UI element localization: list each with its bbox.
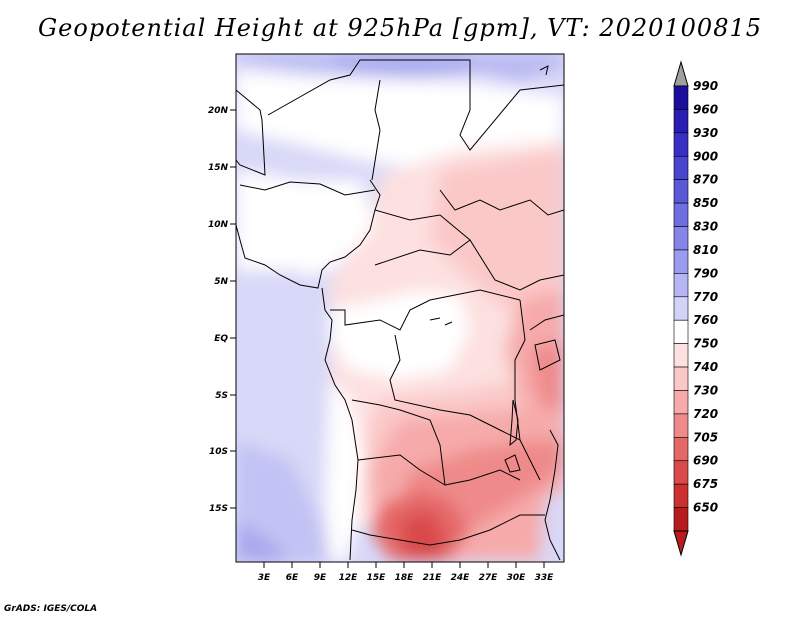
colorbar-swatch-675 — [673, 483, 689, 508]
colorbar-top-arrow — [673, 60, 689, 87]
colorbar-swatch-760 — [673, 319, 689, 344]
colorbar-swatch-650 — [673, 507, 689, 532]
colorbar-label-930: 930 — [693, 126, 718, 140]
colorbar-label-870: 870 — [693, 173, 718, 187]
lon-tick-21e: 21E — [423, 573, 443, 583]
colorbar-swatch-690 — [673, 460, 689, 485]
colorbar-label-720: 720 — [693, 407, 718, 421]
colorbar: 990 960 930 900 870 850 830 810 790 770 760 750 740 7… — [673, 60, 718, 557]
colorbar-label-990: 990 — [693, 79, 718, 93]
geopotential-field — [236, 54, 564, 562]
colorbar-swatch-705 — [673, 437, 689, 462]
lon-tick-6e: 6E — [286, 573, 299, 583]
colorbar-label-730: 730 — [693, 383, 718, 397]
colorbar-swatch-870 — [673, 179, 689, 204]
colorbar-label-690: 690 — [693, 454, 718, 468]
lon-tick-18e: 18E — [395, 573, 415, 583]
map-title: Geopotential Height at 925hPa [gpm], VT:… — [38, 14, 762, 42]
colorbar-label-750: 750 — [693, 337, 718, 351]
lat-tick-10n: 10N — [208, 220, 229, 230]
lon-tick-30e: 30E — [507, 573, 527, 583]
lon-tick-12e: 12E — [339, 573, 359, 583]
colorbar-swatch-770 — [673, 296, 689, 321]
lon-tick-15e: 15E — [367, 573, 387, 583]
grads-credit: GrADS: IGES/COLA — [4, 604, 98, 614]
lat-tick-15s: 15S — [209, 504, 228, 514]
colorbar-swatch-960 — [673, 109, 689, 134]
colorbar-swatch-930 — [673, 132, 689, 157]
colorbar-swatch-830 — [673, 226, 689, 251]
colorbar-label-850: 850 — [693, 196, 718, 210]
colorbar-label-770: 770 — [693, 290, 718, 304]
colorbar-label-960: 960 — [693, 102, 718, 116]
lat-tick-15n: 15N — [208, 163, 229, 173]
colorbar-swatch-900 — [673, 155, 689, 180]
colorbar-swatch-730 — [673, 390, 689, 415]
coastlines-borders — [236, 59, 564, 561]
colorbar-label-650: 650 — [693, 501, 718, 515]
colorbar-label-740: 740 — [693, 360, 718, 374]
colorbar-bottom-arrow — [673, 530, 689, 557]
colorbar-label-760: 760 — [693, 313, 718, 327]
lat-tick-10s: 10S — [209, 447, 228, 457]
colorbar-swatch-740 — [673, 366, 689, 391]
colorbar-swatch-790 — [673, 273, 689, 298]
colorbar-swatch-850 — [673, 202, 689, 227]
lon-tick-27e: 27E — [479, 573, 499, 583]
map-frame — [235, 53, 565, 563]
lon-tick-33e: 33E — [535, 573, 555, 583]
lon-tick-9e: 9E — [314, 573, 327, 583]
colorbar-swatch-990 — [673, 85, 689, 110]
colorbar-label-830: 830 — [693, 220, 718, 234]
colorbar-swatch-810 — [673, 249, 689, 274]
colorbar-label-790: 790 — [693, 266, 718, 280]
colorbar-label-900: 900 — [693, 149, 718, 163]
colorbar-label-810: 810 — [693, 243, 718, 257]
lat-tick-eq: EQ — [214, 334, 228, 344]
lon-tick-3e: 3E — [258, 573, 271, 583]
lat-tick-5s: 5S — [215, 391, 228, 401]
colorbar-swatch-750 — [673, 343, 689, 368]
lat-axis: 20N 15N 10N 5N EQ 5S 10S 15S — [208, 106, 236, 514]
lat-tick-5n: 5N — [214, 277, 228, 287]
colorbar-label-705: 705 — [693, 430, 718, 444]
lat-tick-20n: 20N — [208, 106, 229, 116]
lon-axis: 3E 6E 9E 12E 15E 18E 21E 24E 27E 30E 33E — [258, 562, 554, 583]
colorbar-swatch-720 — [673, 413, 689, 438]
colorbar-label-675: 675 — [693, 477, 718, 491]
lon-tick-24e: 24E — [451, 573, 471, 583]
